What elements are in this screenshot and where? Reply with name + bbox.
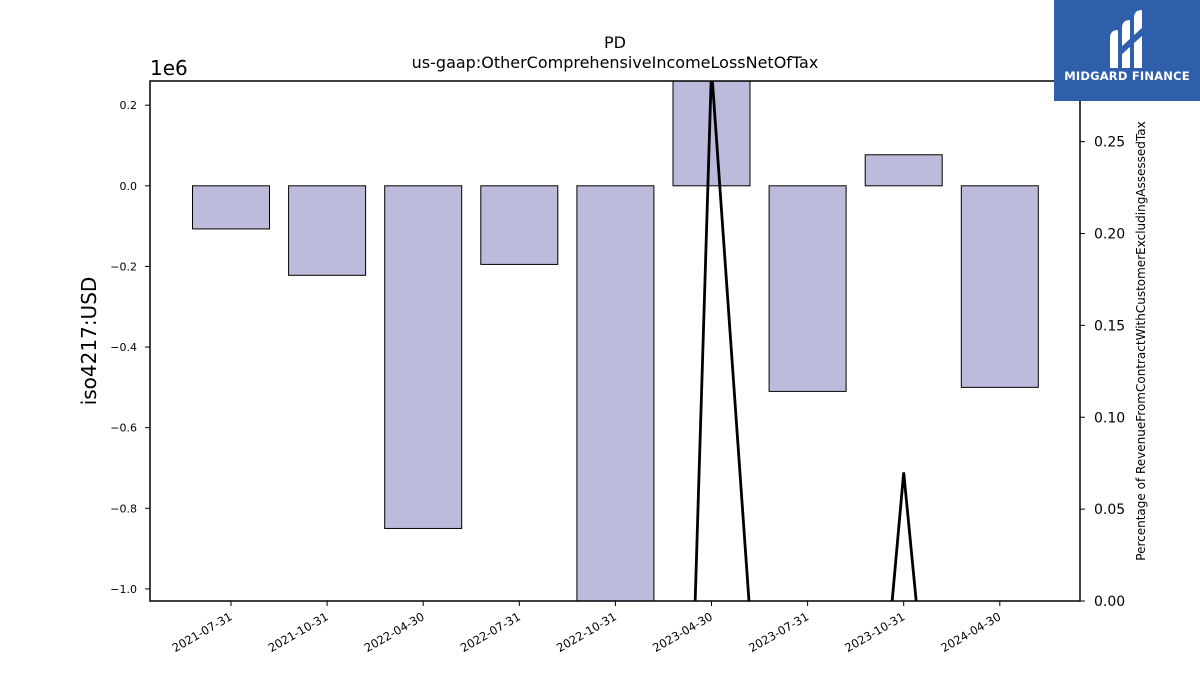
y-tick-label: −0.6 — [110, 422, 137, 435]
y-tick-label: −1.0 — [110, 583, 137, 596]
y2-tick-label: 0.10 — [1094, 410, 1125, 426]
y-axis-label: iso4217:USD — [77, 277, 101, 406]
y-offset-label: 1e6 — [150, 56, 188, 80]
y-tick-label: −0.4 — [110, 341, 137, 354]
x-tick-label: 2023-04-30 — [650, 609, 715, 655]
x-tick-label: 2022-04-30 — [362, 609, 427, 655]
y-tick-label: 0.2 — [120, 99, 138, 112]
x-tick-label: 2022-07-31 — [458, 609, 523, 655]
y2-tick-label: 0.25 — [1094, 135, 1125, 151]
chart-subtitle: us-gaap:OtherComprehensiveIncomeLossNetO… — [412, 53, 819, 72]
logo-mark-icon — [1110, 10, 1144, 68]
bar-2022-04-30 — [384, 185, 463, 529]
x-tick-label: 2021-10-31 — [266, 609, 331, 655]
y2-tick-label: 0.05 — [1094, 502, 1125, 518]
x-tick-label: 2021-07-31 — [170, 609, 235, 655]
y2-tick-label: 0.15 — [1094, 318, 1125, 334]
plot-area: 0.2 0.0 −0.2 −0.4 −0.6 −0.8 −1.0 0.00 0.05 0.10 0.… — [110, 80, 1125, 655]
bar-2021-10-31 — [288, 185, 367, 276]
y-tick-label: 0.0 — [120, 180, 138, 193]
y2-tick-label: 0.20 — [1094, 227, 1125, 243]
y-tick-label: −0.8 — [110, 502, 137, 515]
y2-tick-label: 0.00 — [1094, 594, 1125, 610]
x-tick-label: 2023-07-31 — [746, 609, 811, 655]
chart-title: PD — [604, 33, 626, 52]
line-series-1 — [890, 472, 918, 601]
midgard-finance-logo: MIDGARD FINANCE — [1054, 0, 1200, 101]
bar-2022-07-31 — [480, 185, 559, 265]
x-tick-label: 2023-10-31 — [842, 609, 907, 655]
line-series-0 — [693, 81, 751, 601]
bar-2023-07-31 — [768, 185, 847, 392]
x-tick-label: 2022-10-31 — [554, 609, 619, 655]
logo-text: MIDGARD FINANCE — [1064, 69, 1190, 83]
bar-2023-10-31 — [864, 154, 943, 187]
y2-axis-label: Percentage of RevenueFromContractWithCus… — [1134, 121, 1148, 560]
x-tick-label: 2024-04-30 — [938, 609, 1003, 655]
y-tick-label: −0.2 — [110, 260, 137, 273]
bar-2022-10-31 — [576, 185, 655, 601]
bar-2024-04-30 — [960, 185, 1039, 388]
bar-2021-07-31 — [192, 185, 270, 230]
